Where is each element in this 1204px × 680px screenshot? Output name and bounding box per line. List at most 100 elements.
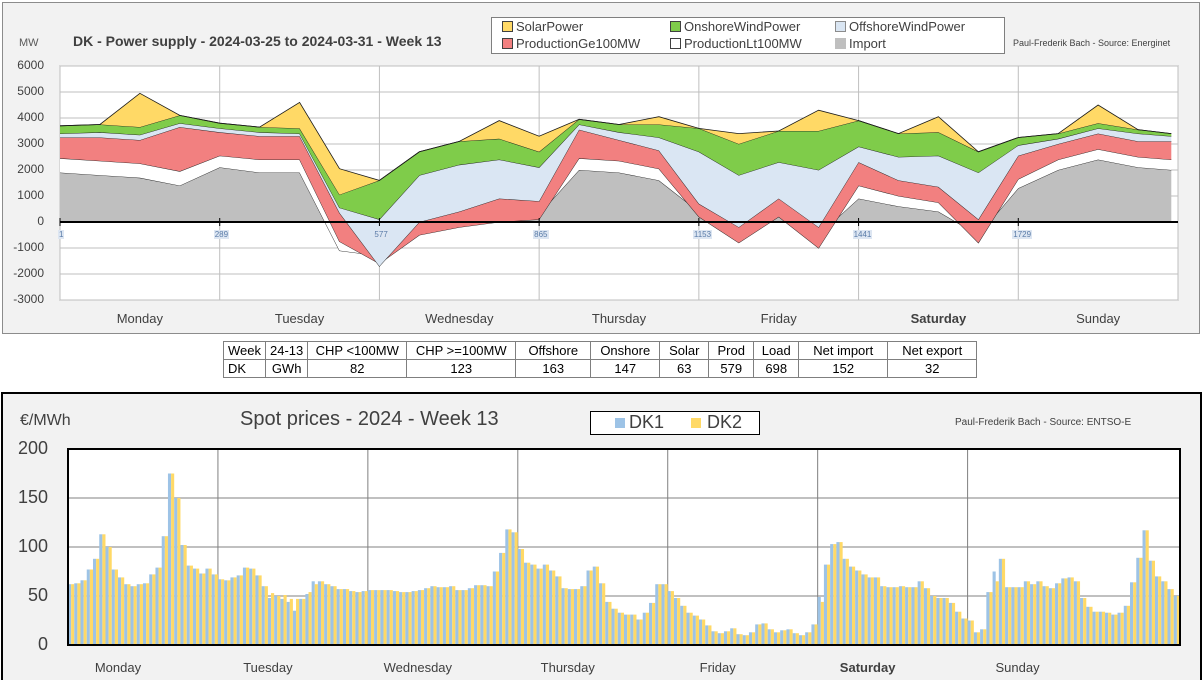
bar-dk1 xyxy=(811,624,815,645)
bar-dk1 xyxy=(86,569,90,645)
bar-dk2 xyxy=(296,598,300,645)
bar-dk2 xyxy=(196,568,200,645)
bar-dk2 xyxy=(458,590,462,645)
bar-dk1 xyxy=(936,598,940,645)
bar-dk2 xyxy=(83,580,87,645)
bar-dk1 xyxy=(998,558,1002,645)
bar-dk2 xyxy=(627,614,631,645)
bar-dk2 xyxy=(752,632,756,645)
summary-cell: 147 xyxy=(590,359,661,378)
bar-dk2 xyxy=(283,595,287,645)
area-solarpower xyxy=(60,93,1172,195)
legend-label-lt100: ProductionLt100MW xyxy=(684,36,802,51)
power-y-tick-label: -1000 xyxy=(13,240,44,254)
bar-dk2 xyxy=(708,625,712,645)
summary-cell: Onshore xyxy=(590,341,661,360)
bar-dk1 xyxy=(1067,577,1071,645)
legend-label-ge100: ProductionGe100MW xyxy=(516,36,641,51)
bar-dk1 xyxy=(1148,560,1152,645)
bar-dk2 xyxy=(589,570,593,645)
power-y-tick-label: 0 xyxy=(37,214,44,228)
bar-dk2 xyxy=(633,614,637,645)
bar-dk1 xyxy=(1030,584,1034,645)
legend-label-import: Import xyxy=(849,36,886,51)
bar-dk2 xyxy=(695,615,699,645)
bar-dk2 xyxy=(183,545,187,645)
bar-dk2 xyxy=(1045,586,1049,645)
price-y-tick-label: 0 xyxy=(37,634,48,654)
bar-dk1 xyxy=(580,586,584,645)
summary-header-row: Week 24-13 CHP <100MW CHP >=100MW Offsho… xyxy=(223,341,978,360)
bar-dk1 xyxy=(511,532,515,645)
price-credit: Paul-Frederik Bach - Source: ENTSO-E xyxy=(955,417,1132,428)
power-supply-chart xyxy=(59,65,1179,301)
summary-table: Week 24-13 CHP <100MW CHP >=100MW Offsho… xyxy=(223,341,978,378)
bar-dk1 xyxy=(892,587,896,645)
bar-dk2 xyxy=(639,619,643,645)
legend-swatch-lt100 xyxy=(670,38,681,49)
bar-dk2 xyxy=(339,589,343,645)
bar-dk2 xyxy=(845,558,849,645)
bar-dk2 xyxy=(164,536,168,645)
power-chart-title: DK - Power supply - 2024-03-25 to 2024-0… xyxy=(73,33,442,49)
bar-dk1 xyxy=(955,611,959,645)
bar-dk1 xyxy=(411,591,415,645)
bar-dk1 xyxy=(792,633,796,645)
bar-dk2 xyxy=(302,598,306,645)
bar-dk2 xyxy=(902,586,906,645)
bar-dk1 xyxy=(930,596,934,645)
bar-dk1 xyxy=(461,590,465,645)
bar-dk1 xyxy=(830,544,834,645)
bar-dk2 xyxy=(445,587,450,645)
bar-dk1 xyxy=(786,629,790,645)
bar-dk2 xyxy=(252,568,256,645)
bar-dk1 xyxy=(723,631,728,645)
bar-dk2 xyxy=(96,558,100,645)
bar-dk1 xyxy=(742,635,746,645)
bar-dk2 xyxy=(239,575,243,645)
bar-dk2 xyxy=(1008,587,1012,645)
bar-dk2 xyxy=(258,575,262,645)
bar-dk2 xyxy=(1126,605,1131,645)
bar-dk1 xyxy=(1167,589,1171,645)
bar-dk2 xyxy=(670,591,674,645)
price-day-label: Monday xyxy=(94,660,142,675)
bar-dk2 xyxy=(177,498,181,645)
bar-dk2 xyxy=(539,568,543,645)
legend-item-import: Import xyxy=(835,36,886,51)
bar-dk2 xyxy=(508,529,512,645)
bar-dk2 xyxy=(127,584,131,645)
bar-dk1 xyxy=(1117,612,1121,645)
bar-dk1 xyxy=(192,568,197,645)
bar-dk1 xyxy=(767,629,771,645)
price-y-tick-label: 200 xyxy=(17,438,48,458)
bar-dk1 xyxy=(1111,614,1115,645)
bar-dk2 xyxy=(289,598,293,645)
bar-dk1 xyxy=(736,634,740,645)
bar-dk2 xyxy=(583,586,587,645)
bar-dk1 xyxy=(942,598,946,645)
bar-dk1 xyxy=(111,569,115,645)
bar-dk2 xyxy=(683,605,687,645)
bar-dk2 xyxy=(739,634,743,645)
bar-dk2 xyxy=(1133,582,1137,645)
bar-dk2 xyxy=(108,547,112,645)
bar-dk1 xyxy=(242,567,247,645)
power-y-tick-label: -2000 xyxy=(13,266,44,280)
bar-dk2 xyxy=(1151,560,1156,645)
bar-dk2 xyxy=(221,579,225,645)
summary-cell: Load xyxy=(753,341,800,360)
bar-dk1 xyxy=(186,565,190,645)
bar-dk2 xyxy=(820,601,824,645)
power-x-number: 577 xyxy=(373,230,389,239)
power-credit: Paul-Frederik Bach - Source: Energinet xyxy=(1013,38,1171,48)
bar-dk2 xyxy=(277,596,281,645)
bar-dk1 xyxy=(449,586,453,645)
bar-dk1 xyxy=(130,586,134,645)
bar-dk1 xyxy=(317,581,322,645)
bar-dk2 xyxy=(171,473,175,645)
bar-dk2 xyxy=(939,598,943,645)
bar-dk2 xyxy=(520,549,525,645)
power-y-tick-label: 3000 xyxy=(17,136,44,150)
